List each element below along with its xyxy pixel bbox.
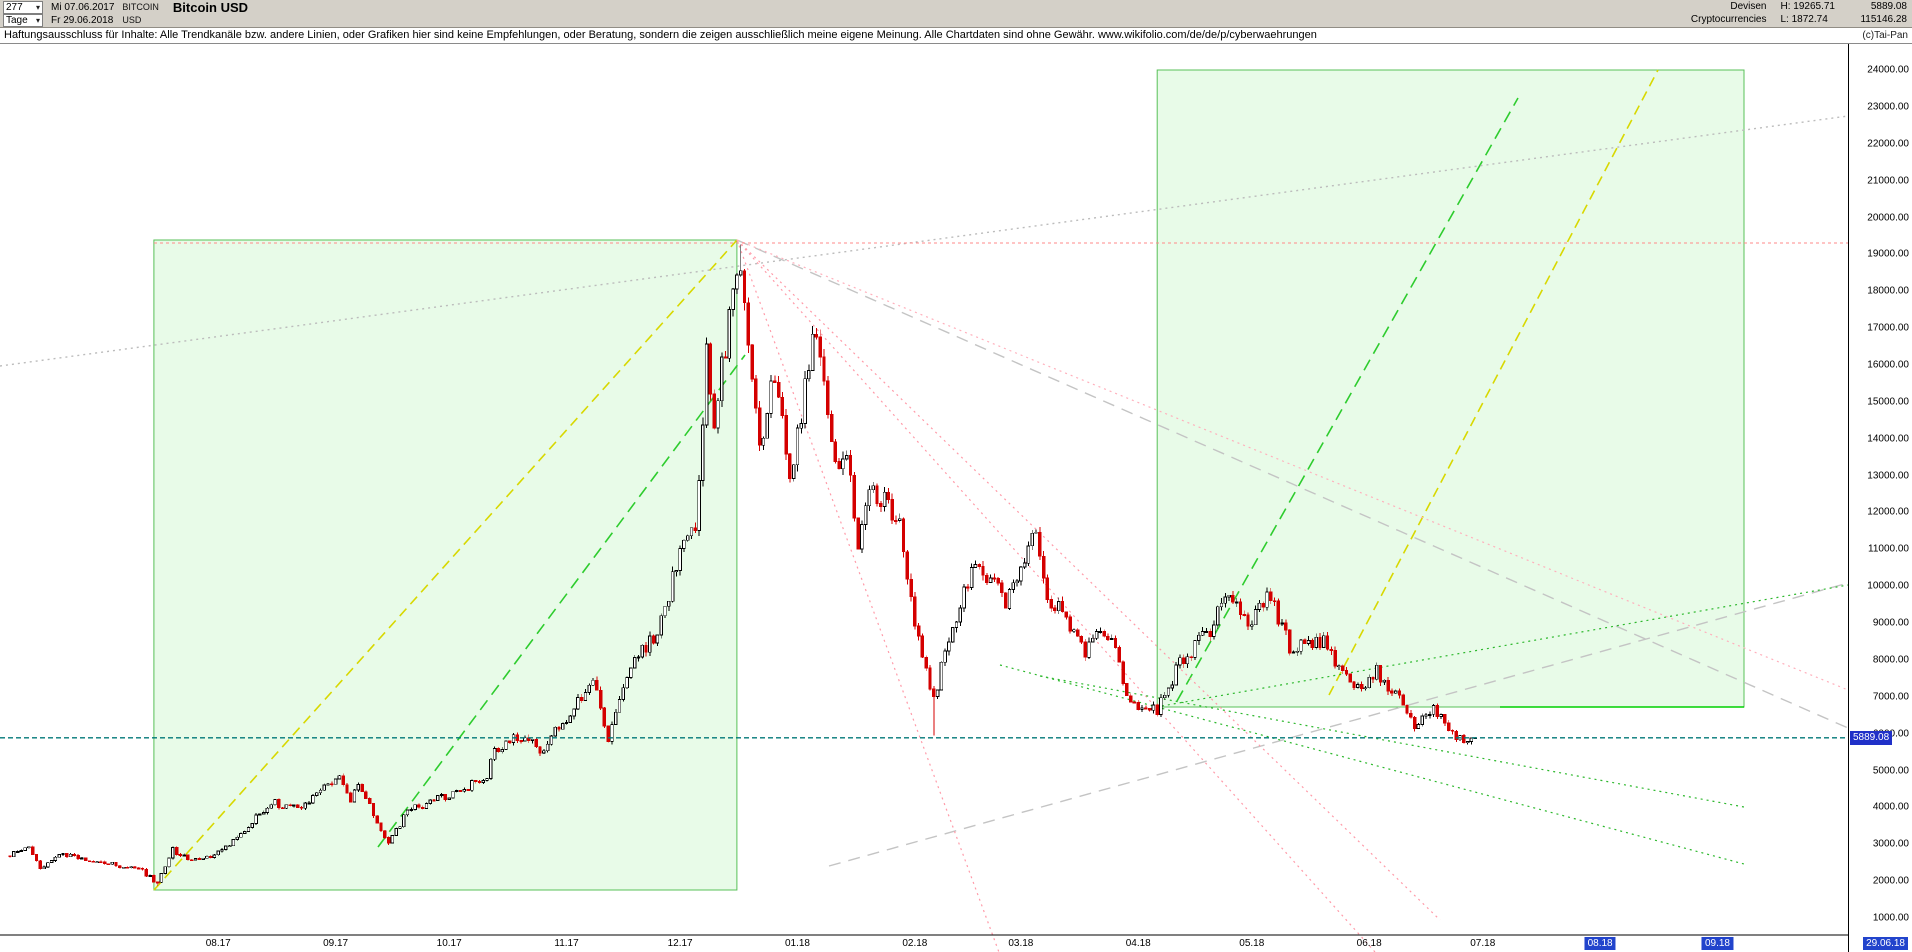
toolbar: 277 ▾ Tage ▾ Mi 07.06.2017 Fr 29.06.2018… (0, 0, 1912, 28)
time-axis-label: 07.18 (1470, 938, 1496, 949)
last-price-badge: 5889.08 (1850, 730, 1893, 745)
toolbar-right: Devisen Cryptocurrencies H: 19265.71 L: … (1691, 1, 1909, 26)
time-axis-label: 08.17 (205, 938, 231, 949)
time-axis-label: 04.18 (1125, 938, 1151, 949)
time-axis: 08.17 09.17 10.17 11.17 12.17 01.18 02.18 03.18… (0, 937, 1848, 952)
time-axis-label: 06.18 (1356, 938, 1382, 949)
period-dropdown[interactable]: Tage ▾ (3, 14, 43, 27)
price-axis-label: 24000.00 (1867, 64, 1909, 76)
price-axis-label: 20000.00 (1867, 212, 1909, 223)
chevron-down-icon: ▾ (35, 16, 40, 25)
price-axis-label: 10000.00 (1867, 580, 1909, 592)
price-axis-label: 8000.00 (1872, 654, 1909, 666)
period-low-label: L: 1872.74 (1780, 14, 1828, 25)
price-axis-label: 3000.00 (1872, 838, 1909, 850)
price-axis-label: 12000.00 (1867, 506, 1909, 518)
price-axis-label: 23000.00 (1867, 101, 1909, 113)
symbol-currency: USD (122, 15, 142, 25)
price-axis-label: 9000.00 (1872, 617, 1909, 629)
candlestick-plot[interactable] (0, 44, 1848, 952)
price-axis-label: 16000.00 (1867, 359, 1909, 371)
volume-value: 115146.28 (1860, 14, 1907, 25)
chart-title: Bitcoin USD (172, 0, 249, 15)
price-axis-label: 19000.00 (1867, 248, 1909, 260)
price-axis-label: 21000.00 (1867, 175, 1909, 187)
time-axis-label: 03.18 (1008, 938, 1034, 949)
period-value: Tage (6, 15, 28, 26)
time-axis-label: 10.17 (436, 938, 462, 949)
date-to-field[interactable]: Fr 29.06.2018 (51, 15, 114, 26)
price-axis: 5889.08 29.06.18 1000.00 2000.00 3000.00 40… (1848, 44, 1912, 952)
bars-count-value: 277 (6, 2, 23, 13)
disclaimer-text: Haftungsausschluss für Inhalte: Alle Tre… (4, 29, 1317, 41)
disclaimer-bar: Haftungsausschluss für Inhalte: Alle Tre… (0, 28, 1912, 44)
last-price-value: 5889.08 (1870, 1, 1907, 12)
toolbar-left: 277 ▾ Tage ▾ Mi 07.06.2017 Fr 29.06.2018… (3, 0, 249, 27)
time-axis-label: 11.17 (554, 938, 579, 949)
time-axis-label: 05.18 (1239, 938, 1265, 949)
time-axis-label: 01.18 (784, 938, 810, 949)
price-axis-label: 1000.00 (1872, 912, 1909, 924)
time-axis-label: 09.17 (323, 938, 349, 949)
time-axis-label: 09.18 (1701, 937, 1733, 950)
chart-area[interactable]: 5889.08 29.06.18 1000.00 2000.00 3000.00 40… (0, 44, 1912, 952)
category-label-1: Devisen (1730, 1, 1767, 12)
category-label-2: Cryptocurrencies (1690, 14, 1767, 25)
price-axis-label: 7000.00 (1872, 691, 1909, 703)
axis-date-label: 29.06.18 (1863, 937, 1908, 950)
date-from-field[interactable]: Mi 07.06.2017 (51, 2, 115, 13)
time-axis-label: 12.17 (667, 938, 693, 949)
price-axis-label: 17000.00 (1867, 322, 1909, 334)
price-axis-label: 11000.00 (1868, 543, 1909, 555)
time-axis-label: 02.18 (902, 938, 928, 949)
price-axis-label: 18000.00 (1867, 285, 1909, 297)
price-axis-label: 22000.00 (1867, 138, 1909, 150)
time-axis-label: 08.18 (1584, 937, 1616, 950)
price-axis-label: 2000.00 (1872, 875, 1909, 887)
chevron-down-icon: ▾ (35, 3, 40, 12)
period-high-label: H: 19265.71 (1780, 1, 1836, 12)
copyright-label: (c)Tai-Pan (1862, 30, 1908, 41)
price-axis-label: 5000.00 (1872, 765, 1909, 777)
price-axis-label: 13000.00 (1867, 470, 1909, 482)
price-axis-label: 15000.00 (1867, 396, 1909, 408)
price-axis-label: 14000.00 (1867, 433, 1909, 445)
bars-count-dropdown[interactable]: 277 ▾ (3, 1, 43, 14)
symbol-code: BITCOIN (122, 2, 159, 12)
price-axis-label: 4000.00 (1872, 801, 1909, 813)
